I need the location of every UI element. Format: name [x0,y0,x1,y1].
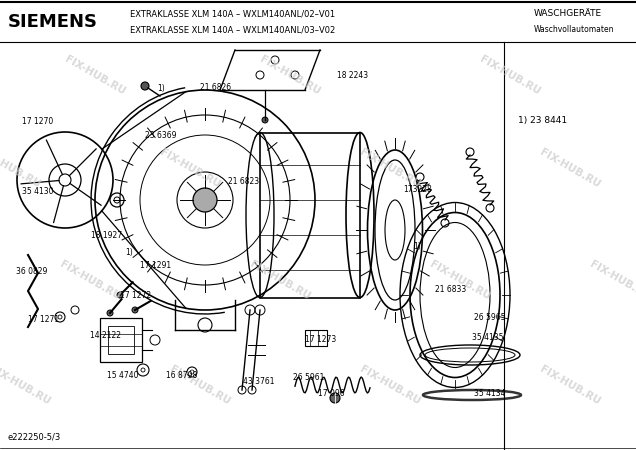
Text: 26 5965: 26 5965 [474,314,506,323]
Text: WASCHGERÄTE: WASCHGERÄTE [534,9,602,18]
Text: 35 4130: 35 4130 [22,186,53,195]
Circle shape [330,393,340,403]
Circle shape [117,292,123,298]
Text: FIX-HUB.RU: FIX-HUB.RU [168,364,232,406]
Circle shape [141,82,149,90]
Bar [108,326,134,354]
Text: 173228: 173228 [403,184,432,194]
Bar [305,330,327,346]
Text: 17 1291: 17 1291 [140,261,171,270]
Text: 17 096: 17 096 [318,388,345,397]
Text: FIX-HUB.RU: FIX-HUB.RU [588,259,636,302]
Text: 1): 1) [413,243,421,252]
Text: 17 1270: 17 1270 [22,117,53,126]
Bar [100,318,142,362]
Text: 17 1271: 17 1271 [28,315,59,324]
Bar [260,133,360,298]
Text: FIX-HUB.RU: FIX-HUB.RU [0,364,52,406]
Text: 21 6823: 21 6823 [228,177,259,186]
Text: FIX-HUB.RU: FIX-HUB.RU [0,147,42,189]
Text: FIX-HUB.RU: FIX-HUB.RU [538,364,602,406]
Text: Waschvollautomaten: Waschvollautomaten [534,26,614,35]
Text: 14 2122: 14 2122 [90,332,121,341]
Text: SIEMENS: SIEMENS [8,13,98,31]
Text: 16 8798: 16 8798 [166,370,197,379]
Circle shape [107,310,113,316]
Text: 21 6833: 21 6833 [435,284,466,293]
Text: FIX-HUB.RU: FIX-HUB.RU [58,259,122,302]
Text: EXTRAKLASSE XLM 140A – WXLM140ANL/03–V02: EXTRAKLASSE XLM 140A – WXLM140ANL/03–V02 [130,26,335,35]
Text: 18 1927: 18 1927 [91,230,122,239]
Text: FIX-HUB.RU: FIX-HUB.RU [158,147,222,189]
Text: FIX-HUB.RU: FIX-HUB.RU [63,54,127,96]
Circle shape [262,117,268,123]
Circle shape [193,188,217,212]
Text: 21 6826: 21 6826 [200,82,231,91]
Text: 35 4135: 35 4135 [472,333,504,342]
Text: 17 1273: 17 1273 [305,336,336,345]
Text: 1): 1) [125,248,133,256]
Text: EXTRAKLASSE XLM 140A – WXLM140ANL/02–V01: EXTRAKLASSE XLM 140A – WXLM140ANL/02–V01 [130,9,335,18]
Text: FIX-HUB.RU: FIX-HUB.RU [358,364,422,406]
Text: 26 5961: 26 5961 [293,374,324,382]
Text: e222250-5/3: e222250-5/3 [8,433,61,442]
Text: 18 2243: 18 2243 [337,72,368,81]
Text: FIX-HUB.RU: FIX-HUB.RU [538,147,602,189]
Text: 1): 1) [157,84,165,93]
Text: 1) 23 8441: 1) 23 8441 [518,116,567,125]
Text: FIX-HUB.RU: FIX-HUB.RU [258,54,322,96]
Text: FIX-HUB.RU: FIX-HUB.RU [248,259,312,302]
Text: FIX-HUB.RU: FIX-HUB.RU [428,259,492,302]
Text: FIX-HUB.RU: FIX-HUB.RU [478,54,542,96]
Text: 43 3761: 43 3761 [243,378,275,387]
Circle shape [132,307,138,313]
Text: FIX-HUB.RU: FIX-HUB.RU [358,147,422,189]
Text: 15 4740: 15 4740 [107,370,139,379]
Text: 36 0829: 36 0829 [16,266,47,275]
Text: 17 1272: 17 1272 [120,292,151,301]
Text: 35 4134: 35 4134 [474,388,506,397]
Text: 23 6369: 23 6369 [145,131,177,140]
